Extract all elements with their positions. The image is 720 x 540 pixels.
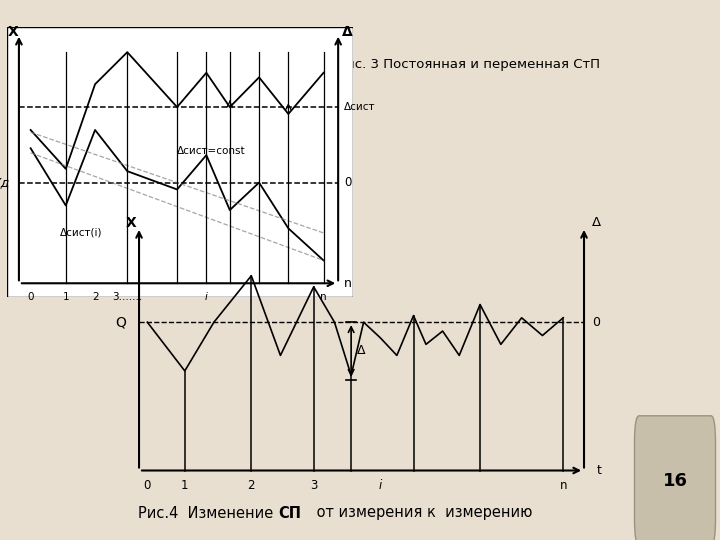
Text: n: n [344, 277, 352, 290]
FancyBboxPatch shape [634, 416, 716, 540]
Text: 0: 0 [593, 316, 600, 329]
Text: 0: 0 [144, 480, 151, 492]
Text: 1: 1 [181, 480, 189, 492]
Text: 0: 0 [27, 293, 34, 302]
Text: 2: 2 [91, 293, 99, 302]
Text: 3: 3 [310, 480, 318, 492]
Text: 1: 1 [63, 293, 69, 302]
Text: 2: 2 [248, 480, 255, 492]
Text: n: n [559, 480, 567, 492]
Text: СП: СП [278, 505, 301, 521]
Text: X: X [8, 25, 19, 38]
Text: 3.......: 3....... [112, 293, 143, 302]
Text: Δ: Δ [341, 25, 352, 38]
Text: Δсист: Δсист [344, 102, 376, 112]
Text: от измерения к  измерению: от измерения к измерению [312, 505, 533, 521]
Text: Δсист=const: Δсист=const [177, 146, 246, 156]
Text: 0: 0 [344, 176, 351, 189]
Text: 16: 16 [662, 471, 688, 490]
Text: n: n [320, 293, 327, 302]
Text: Δ: Δ [592, 216, 601, 229]
Text: Q: Q [116, 315, 127, 329]
Text: i: i [379, 480, 382, 492]
Text: i: i [205, 293, 208, 302]
Text: Δсист(i): Δсист(i) [60, 228, 102, 238]
Text: Рис. 3 Постоянная и переменная СтП: Рис. 3 Постоянная и переменная СтП [338, 58, 600, 71]
Text: t: t [596, 464, 601, 477]
Text: Δ: Δ [357, 345, 366, 357]
Text: X: X [125, 215, 136, 230]
Text: Xд: Xд [0, 176, 10, 189]
Text: Рис.4  Изменение: Рис.4 Изменение [138, 505, 278, 521]
